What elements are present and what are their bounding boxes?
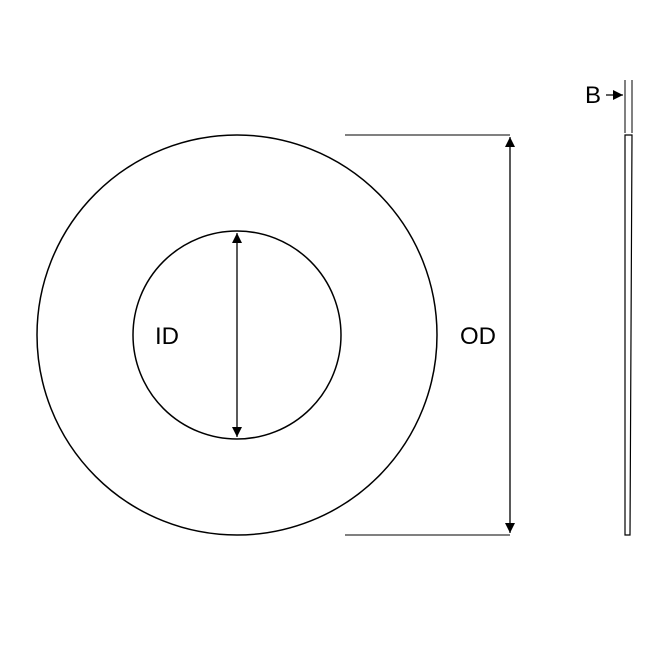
label-id: ID — [155, 323, 179, 351]
label-od: OD — [460, 323, 496, 351]
dimension-b — [606, 80, 632, 133]
diagram-svg — [0, 0, 670, 670]
washer-side-view — [625, 135, 632, 535]
washer-diagram: ID OD B — [0, 0, 670, 670]
label-b: B — [585, 82, 601, 110]
